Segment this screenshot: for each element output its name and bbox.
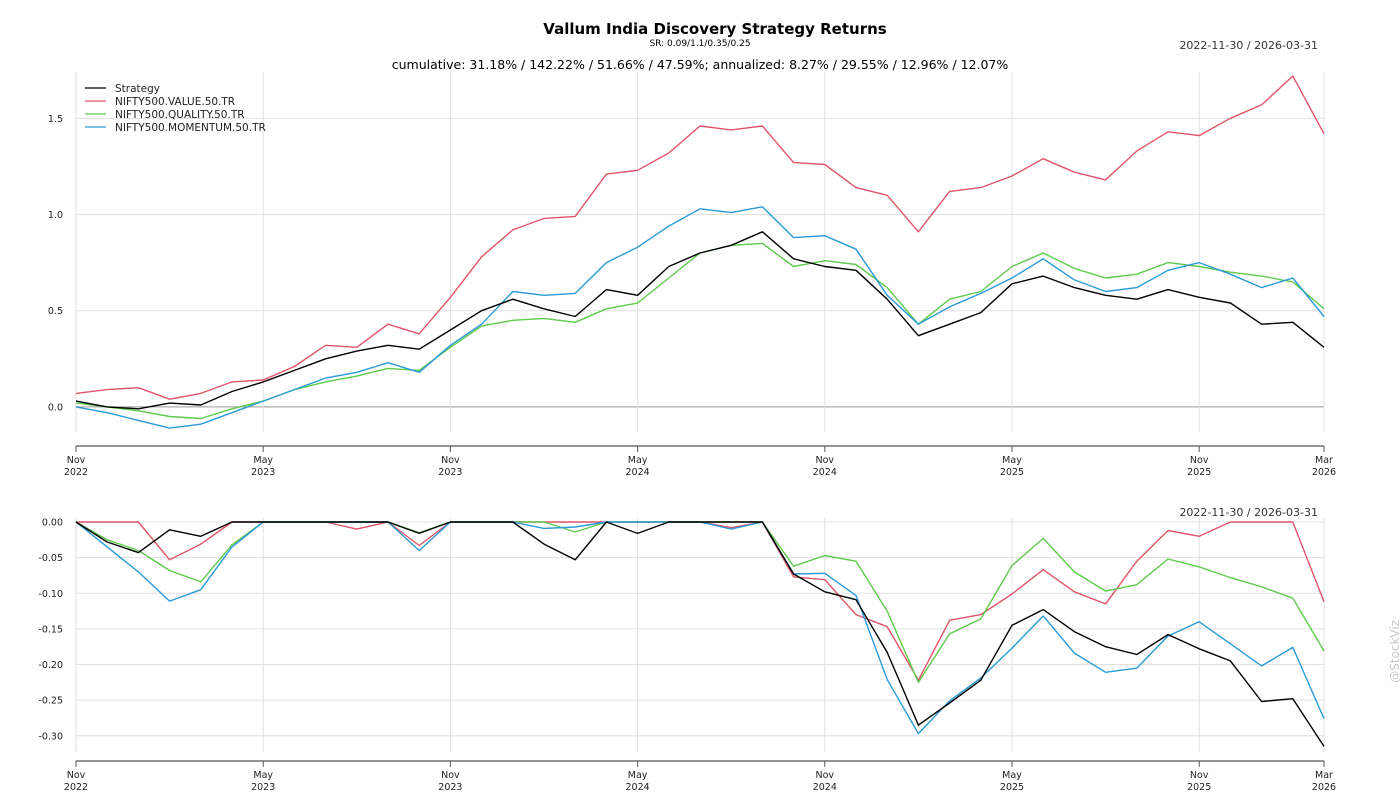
bottom-x-tick-label-year: 2024 <box>626 782 650 793</box>
top-chart-panel: 0.00.51.01.5Nov2022May2023Nov2023May2024… <box>48 72 1336 478</box>
legend-label-strategy: Strategy <box>115 83 160 95</box>
bottom-x-tick-label-year: 2024 <box>813 782 837 793</box>
top-x-tick-label-year: 2026 <box>1312 467 1336 478</box>
bottom-x-tick-label-month: Nov <box>816 770 835 781</box>
bottom-y-tick-label: -0.05 <box>38 553 63 564</box>
bottom-x-tick-label-year: 2025 <box>1187 782 1211 793</box>
top-series-line-nifty500-value-50-tr <box>75 75 1325 400</box>
bottom-y-tick-label: -0.20 <box>38 660 63 671</box>
bottom-x-tick-label-month: Nov <box>1190 770 1209 781</box>
bottom-chart-panel: 0.00-0.05-0.10-0.15-0.20-0.25-0.30Nov202… <box>38 518 1336 794</box>
top-series-line-strategy <box>75 231 1325 410</box>
top-x-tick-label-month: Nov <box>1190 455 1209 466</box>
bottom-chart-date-range: 2022-11-30 / 2026-03-31 <box>1179 506 1318 519</box>
top-x-tick-label-year: 2025 <box>1187 467 1211 478</box>
bottom-x-tick-label-month: May <box>253 770 273 781</box>
legend-label-nifty500-quality-50-tr: NIFTY500.QUALITY.50.TR <box>115 109 245 121</box>
bottom-y-tick-label: -0.15 <box>38 624 63 635</box>
top-y-tick-label: 0.0 <box>48 402 63 413</box>
bottom-x-tick-label-year: 2026 <box>1312 782 1336 793</box>
bottom-x-tick-label-month: May <box>1002 770 1022 781</box>
top-x-tick-label-month: Nov <box>441 455 460 466</box>
legend: StrategyNIFTY500.VALUE.50.TRNIFTY500.QUA… <box>85 83 266 134</box>
bottom-y-tick-label: -0.25 <box>38 696 63 707</box>
bottom-y-tick-label: -0.10 <box>38 589 63 600</box>
top-x-tick-label-year: 2024 <box>813 467 837 478</box>
bottom-x-tick-label-month: Nov <box>67 770 86 781</box>
bottom-y-tick-label: -0.30 <box>38 731 63 742</box>
top-y-tick-label: 0.5 <box>48 306 63 317</box>
sharpe-ratio-subtitle: SR: 0.09/1.1/0.35/0.25 <box>649 39 751 49</box>
bottom-x-tick-label-year: 2022 <box>64 782 88 793</box>
top-x-tick-label-year: 2025 <box>1000 467 1024 478</box>
bottom-series-line-strategy <box>75 521 1325 747</box>
top-x-tick-label-month: Mar <box>1315 455 1333 466</box>
bottom-x-tick-label-year: 2023 <box>251 782 275 793</box>
top-x-tick-label-month: Nov <box>816 455 835 466</box>
top-series-line-nifty500-momentum-50-tr <box>75 206 1325 429</box>
top-x-tick-label-year: 2024 <box>626 467 650 478</box>
top-x-tick-label-year: 2022 <box>64 467 88 478</box>
bottom-x-tick-label-year: 2023 <box>438 782 462 793</box>
top-x-tick-label-year: 2023 <box>251 467 275 478</box>
top-x-tick-label-month: Nov <box>67 455 86 466</box>
bottom-x-tick-label-month: May <box>628 770 648 781</box>
bottom-x-tick-label-year: 2025 <box>1000 782 1024 793</box>
bottom-y-tick-label: 0.00 <box>42 518 63 529</box>
bottom-x-tick-label-month: Nov <box>441 770 460 781</box>
top-chart-date-range: 2022-11-30 / 2026-03-31 <box>1179 39 1318 52</box>
chart-title: Vallum India Discovery Strategy Returns <box>543 20 887 38</box>
top-y-tick-label: 1.0 <box>48 210 63 221</box>
top-x-tick-label-month: May <box>1002 455 1022 466</box>
top-y-tick-label: 1.5 <box>48 114 63 125</box>
bottom-x-tick-label-month: Mar <box>1315 770 1333 781</box>
legend-label-nifty500-momentum-50-tr: NIFTY500.MOMENTUM.50.TR <box>115 122 266 134</box>
top-x-tick-label-year: 2023 <box>438 467 462 478</box>
legend-label-nifty500-value-50-tr: NIFTY500.VALUE.50.TR <box>115 96 235 108</box>
returns-summary: cumulative: 31.18% / 142.22% / 51.66% / … <box>391 57 1009 72</box>
top-x-tick-label-month: May <box>253 455 273 466</box>
top-x-tick-label-month: May <box>628 455 648 466</box>
